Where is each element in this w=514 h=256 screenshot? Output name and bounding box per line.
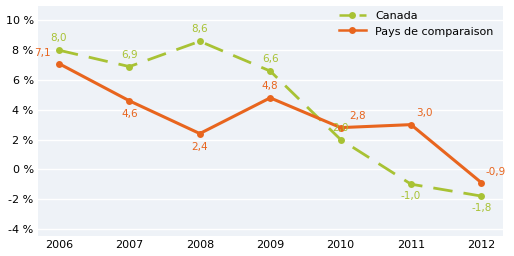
Text: 2,4: 2,4	[192, 142, 208, 152]
Line: Canada: Canada	[56, 38, 485, 200]
Text: 6,9: 6,9	[121, 50, 138, 60]
Canada	[408, 183, 414, 186]
Text: -0,9: -0,9	[485, 167, 505, 177]
Text: 8,6: 8,6	[192, 24, 208, 34]
Canada	[126, 65, 133, 68]
Line: Pays de comparaison: Pays de comparaison	[56, 60, 485, 186]
Legend: Canada, Pays de comparaison: Canada, Pays de comparaison	[335, 6, 497, 40]
Text: 4,6: 4,6	[121, 109, 138, 119]
Canada	[56, 49, 62, 52]
Pays de comparaison	[408, 123, 414, 126]
Pays de comparaison	[338, 126, 344, 129]
Text: 7,1: 7,1	[34, 48, 50, 58]
Canada	[267, 70, 273, 73]
Pays de comparaison	[479, 181, 485, 184]
Text: 4,8: 4,8	[262, 81, 279, 91]
Pays de comparaison	[267, 96, 273, 99]
Text: -1,8: -1,8	[471, 203, 491, 213]
Canada	[338, 138, 344, 141]
Canada	[197, 40, 203, 43]
Text: 3,0: 3,0	[417, 108, 433, 118]
Pays de comparaison	[197, 132, 203, 135]
Canada	[479, 195, 485, 198]
Pays de comparaison	[126, 99, 133, 102]
Pays de comparaison	[56, 62, 62, 65]
Text: 6,6: 6,6	[262, 54, 279, 64]
Text: 2,8: 2,8	[349, 111, 365, 121]
Text: 8,0: 8,0	[51, 33, 67, 43]
Text: -1,0: -1,0	[401, 191, 421, 201]
Text: 2,0: 2,0	[333, 123, 349, 133]
